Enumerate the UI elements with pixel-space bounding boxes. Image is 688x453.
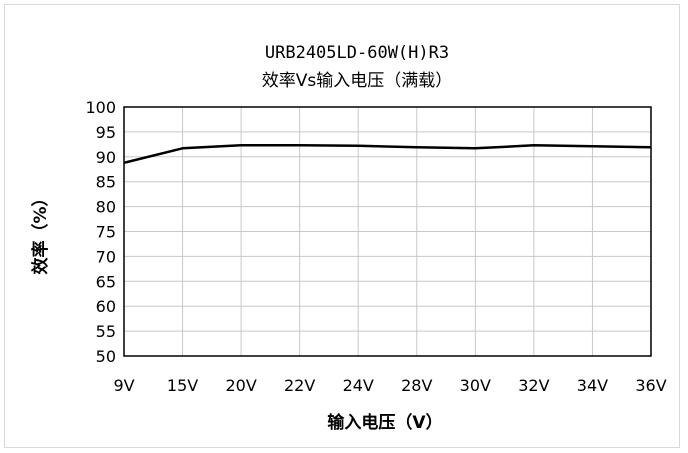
y-tick-label: 95 [96,123,116,142]
y-tick-label: 60 [96,297,116,316]
x-tick-label: 9V [113,376,134,395]
x-tick-labels: 9V 15V 20V 22V 24V 28V 30V 32V 34V 36V [113,376,666,395]
plot-area-border [123,106,652,357]
chart-title: URB2405LD-60W(H)R3 [265,43,449,63]
x-tick-label: 34V [577,376,608,395]
y-tick-label: 90 [96,148,116,167]
x-tick-label: 24V [343,376,374,395]
x-axis-label: 输入电压（V） [327,412,442,433]
x-tick-label: 28V [401,376,432,395]
grid-lines [123,106,652,357]
y-tick-label: 65 [96,272,116,291]
x-tick-label: 36V [635,376,666,395]
y-tick-label: 55 [96,322,116,341]
x-tick-label: 22V [284,376,315,395]
x-tick-label: 20V [225,376,256,395]
chart-frame [4,4,680,448]
y-tick-label: 70 [96,247,116,266]
x-tick-label: 32V [518,376,549,395]
efficiency-series-line [123,144,652,165]
y-axis-label: 效率（%） [30,189,51,274]
y-tick-label: 75 [96,223,116,242]
y-tick-label: 50 [96,347,116,366]
y-tick-label: 100 [85,98,116,117]
y-tick-label: 85 [96,173,116,192]
x-tick-label: 15V [167,376,198,395]
x-tick-label: 30V [460,376,491,395]
chart-subtitle: 效率Vs输入电压（满载） [262,71,453,91]
y-tick-labels: 50 55 60 65 70 75 80 85 90 95 100 [85,98,116,366]
y-tick-label: 80 [96,198,116,217]
